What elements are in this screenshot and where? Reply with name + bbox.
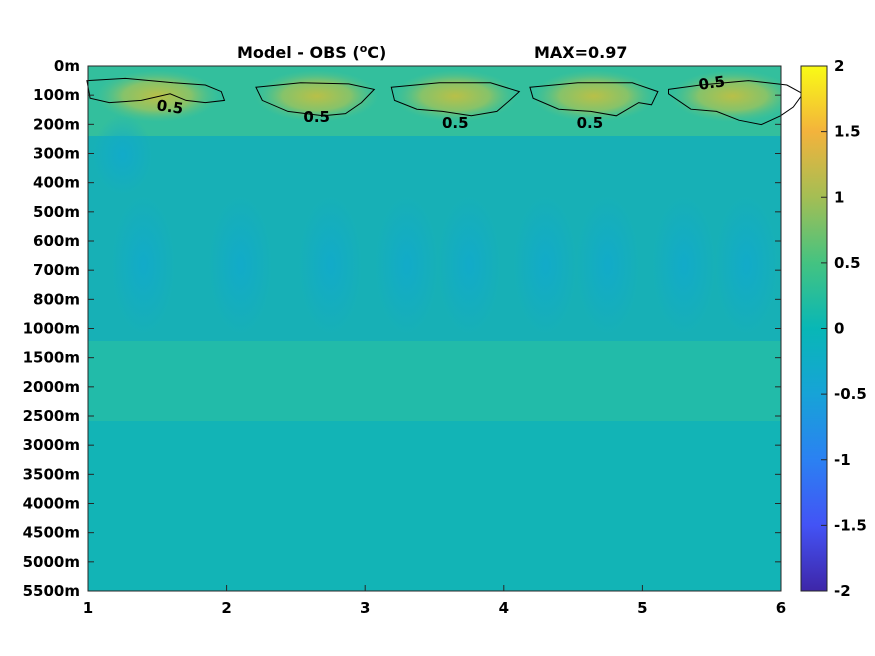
- cool-patch: [714, 195, 779, 335]
- x-tick-label: 1: [83, 599, 93, 617]
- x-tick-label: 5: [637, 599, 647, 617]
- colorbar-ticks: 2 1.5 1 0.5 0 -0.5 -1 -1.5 -2: [821, 57, 867, 600]
- y-tick-label: 1000m: [23, 320, 80, 338]
- x-tick-label: 4: [499, 599, 509, 617]
- y-tick-label: 400m: [33, 174, 80, 192]
- chart-title: Model - OBS (oC): [237, 42, 386, 62]
- y-tick-label: 3500m: [23, 465, 80, 483]
- x-tick-label: 6: [776, 599, 786, 617]
- y-tick-label: 100m: [33, 86, 80, 104]
- cool-anomalies: [92, 115, 779, 335]
- contour-0.5: [390, 82, 521, 117]
- y-tick-label: 1500m: [23, 349, 80, 367]
- y-tick-label: 3000m: [23, 436, 80, 454]
- colorbar-tick-label: -1.5: [834, 516, 867, 534]
- x-tick-label: 3: [360, 599, 370, 617]
- y-tick-label: 200m: [33, 115, 80, 133]
- contour-lines: [86, 77, 804, 126]
- cool-patch: [111, 195, 176, 335]
- abyssal-layer: [88, 421, 781, 591]
- contour-label: 0.5: [442, 114, 469, 132]
- warm-patch: [254, 70, 379, 122]
- cool-patch: [208, 195, 273, 335]
- warm-patch: [670, 70, 781, 122]
- colorbar-tick-label: -1: [834, 451, 851, 469]
- colorbar-tick-label: 1: [834, 188, 844, 206]
- cool-patch: [651, 195, 716, 335]
- y-tick-label: 2500m: [23, 407, 80, 425]
- x-tick-label: 2: [221, 599, 231, 617]
- contour-0.5: [86, 77, 226, 104]
- colorbar-tick-label: 0.5: [834, 254, 861, 272]
- max-label: MAX=0.97: [534, 43, 628, 62]
- contour-0.5: [255, 82, 376, 117]
- y-axis: 0m 100m 200m 300m 400m 500m 600m 700m 800m 1000m 1…: [23, 57, 781, 600]
- y-tick-label: 5000m: [23, 553, 80, 571]
- title-superscript: o: [360, 42, 368, 55]
- x-axis: 1 2 3 4 5 6: [83, 585, 786, 617]
- y-tick-label: 2000m: [23, 378, 80, 396]
- y-tick-label: 600m: [33, 232, 80, 250]
- title-right: C): [367, 43, 386, 62]
- contour-label: 0.5: [697, 72, 726, 94]
- colorbar-tick-label: 1.5: [834, 123, 861, 141]
- colorbar-tick-label: -0.5: [834, 385, 867, 403]
- colorbar-tick-label: 0: [834, 320, 844, 338]
- y-tick-label: 0m: [54, 57, 80, 75]
- cool-patch: [298, 195, 363, 335]
- y-tick-label: 300m: [33, 145, 80, 163]
- warm-anomalies: [95, 70, 781, 122]
- contour-labels: 0.5 0.5 0.5 0.5 0.5: [156, 72, 727, 132]
- contour-label: 0.5: [577, 114, 604, 132]
- title-left: Model - OBS (: [237, 43, 360, 62]
- contour-0.5: [529, 82, 659, 117]
- cool-patch: [575, 195, 640, 335]
- y-tick-label: 4500m: [23, 524, 80, 542]
- y-tick-label: 700m: [33, 261, 80, 279]
- colorbar-tick-label: -2: [834, 582, 851, 600]
- cool-patch: [92, 115, 153, 195]
- deep-layer: [88, 341, 781, 421]
- y-tick-label: 500m: [33, 203, 80, 221]
- cool-patch: [374, 195, 439, 335]
- heatmap-field: [88, 66, 781, 591]
- y-tick-label: 4000m: [23, 495, 80, 513]
- warm-patch: [95, 70, 220, 122]
- colorbar-tick-label: 2: [834, 57, 844, 75]
- y-tick-label: 5500m: [23, 582, 80, 600]
- contour-label: 0.5: [156, 96, 185, 118]
- contour-label: 0.5: [303, 108, 330, 126]
- cool-patch: [513, 195, 578, 335]
- y-tick-label: 800m: [33, 290, 80, 308]
- cool-patch: [437, 195, 502, 335]
